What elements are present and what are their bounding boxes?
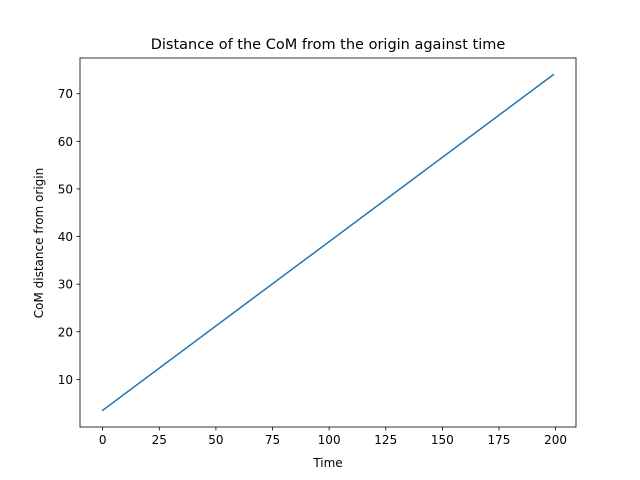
y-tick-label: 30 (58, 278, 73, 292)
plot-area: 0 25 50 75 100 125 150 175 200 10 20 30 40 50 60 70 (58, 57, 577, 447)
chart-title: Distance of the CoM from the origin agai… (151, 37, 506, 53)
plot-frame (79, 57, 577, 428)
x-axis-label: Time (312, 456, 342, 470)
y-tick-label: 20 (58, 325, 73, 339)
y-tick-label: 40 (58, 230, 73, 244)
y-tick-label: 70 (58, 87, 73, 101)
x-tick-label: 100 (318, 433, 341, 447)
series-line-0 (101, 73, 555, 412)
x-tick-label: 200 (544, 433, 567, 447)
x-tick-label: 25 (152, 433, 167, 447)
x-tick-label: 75 (265, 433, 280, 447)
y-tick-label: 10 (58, 373, 73, 387)
x-tick-label: 175 (488, 433, 511, 447)
y-tick-label: 50 (58, 182, 73, 196)
y-tick-label: 60 (58, 135, 73, 149)
y-axis-label: CoM distance from origin (32, 168, 46, 318)
x-tick-label: 125 (374, 433, 397, 447)
x-tick-label: 0 (99, 433, 107, 447)
x-tick-label: 50 (208, 433, 223, 447)
x-tick-label: 150 (431, 433, 454, 447)
